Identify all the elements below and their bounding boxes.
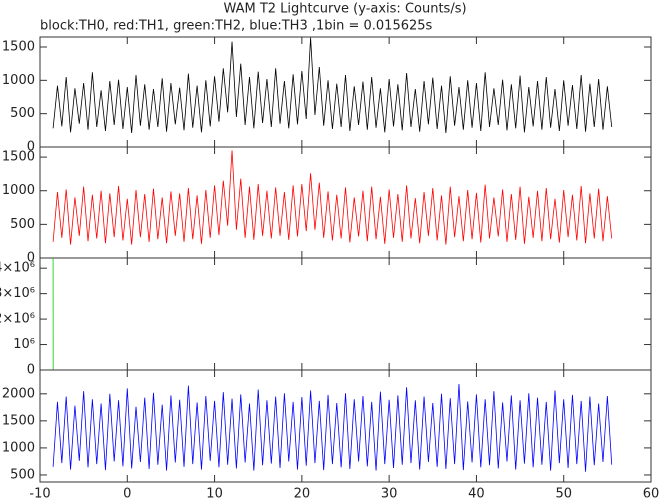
y-tick-label: 10⁶ xyxy=(13,337,35,352)
series-line xyxy=(52,37,613,134)
y-tick-label: 0 xyxy=(27,140,35,155)
chart-title: WAM T2 Lightcurve (y-axis: Counts/s) xyxy=(223,2,466,17)
series-line xyxy=(52,258,612,370)
x-tick-label: -10 xyxy=(29,487,50,502)
y-tick-label: 1500 xyxy=(2,413,35,428)
panel-frame xyxy=(39,369,652,483)
x-tick-label: 60 xyxy=(643,487,660,502)
y-tick-label: 1000 xyxy=(2,73,35,88)
y-tick-label: 500 xyxy=(10,106,35,121)
x-tick-label: 10 xyxy=(206,487,223,502)
y-tick-label: 4×10⁶ xyxy=(0,261,35,276)
x-tick-label: 30 xyxy=(381,487,398,502)
y-tick-label: 1000 xyxy=(2,183,35,198)
y-tick-label: 0 xyxy=(27,251,35,266)
y-tick-label: 1500 xyxy=(2,40,35,55)
y-tick-label: 500 xyxy=(10,467,35,482)
y-tick-label: 0 xyxy=(27,363,35,378)
y-tick-label: 2000 xyxy=(2,386,35,401)
chart-subtitle: block:TH0, red:TH1, green:TH2, blue:TH3 … xyxy=(40,19,433,34)
x-tick-label: 50 xyxy=(555,487,572,502)
y-tick-label: 500 xyxy=(10,217,35,232)
y-tick-label: 3×10⁶ xyxy=(0,286,35,301)
y-tick-label: 1500 xyxy=(2,150,35,165)
x-tick-label: 0 xyxy=(123,487,131,502)
y-tick-label: 1000 xyxy=(2,440,35,455)
y-tick-label: 2×10⁶ xyxy=(0,312,35,327)
series-line xyxy=(52,384,613,472)
x-tick-label: 20 xyxy=(294,487,311,502)
series-line xyxy=(52,150,613,245)
x-tick-label: 40 xyxy=(468,487,485,502)
